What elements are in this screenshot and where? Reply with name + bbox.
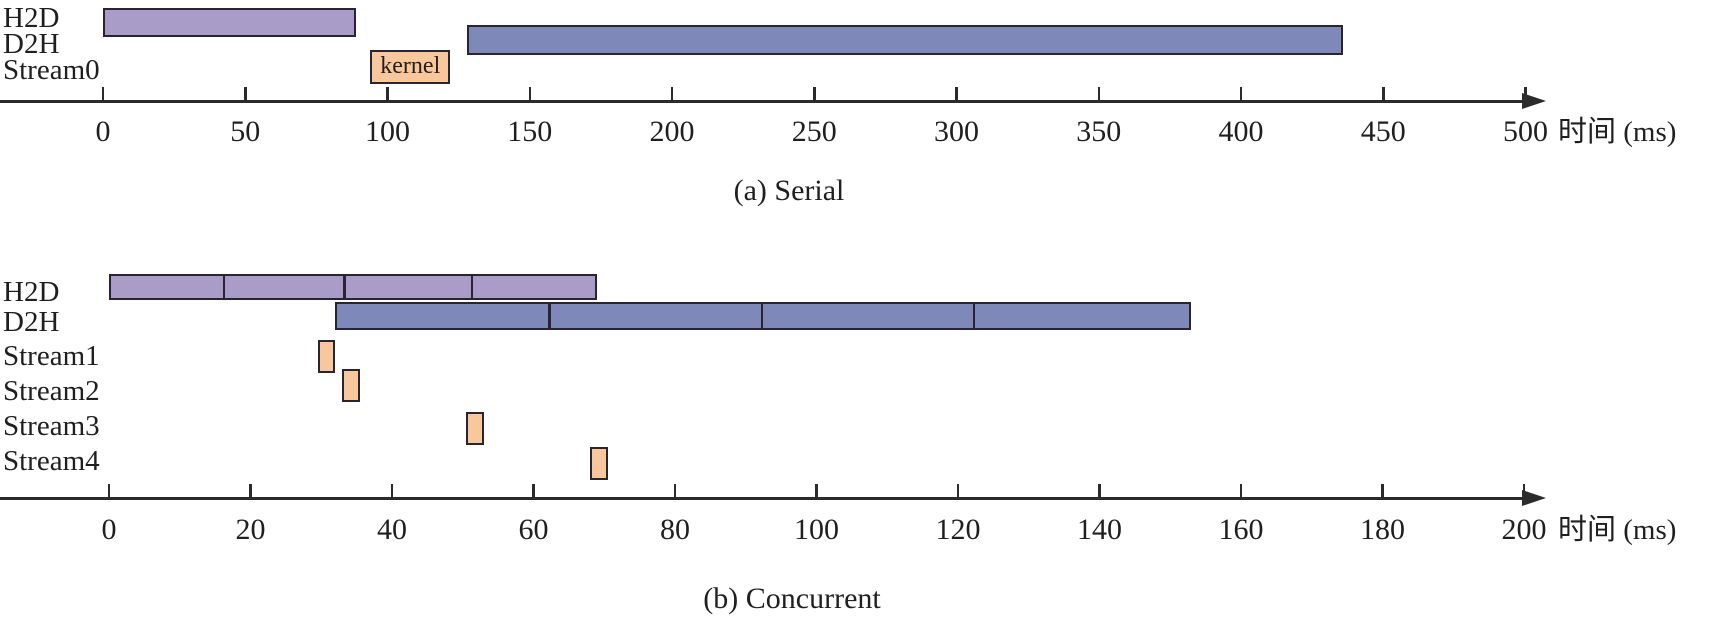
row-label-h2d: H2D [3, 276, 60, 308]
axis-tick [244, 87, 247, 101]
row-label-stream3: Stream3 [3, 410, 100, 442]
axis-tick-label: 20 [235, 513, 266, 546]
bar-segment-divider [222, 276, 226, 298]
axis-tick [1522, 484, 1526, 498]
axis-tick-label: 180 [1360, 513, 1405, 546]
chart-a-x-axis-label: 时间 (ms) [1558, 116, 1677, 148]
axis-tick [670, 87, 674, 101]
axis-tick-label: 40 [377, 513, 407, 546]
gantt-bar-d2h [467, 25, 1344, 55]
row-label-h2d: H2D [3, 2, 60, 34]
axis-tick-label: 200 [649, 115, 695, 148]
row-label-stream2: Stream2 [3, 375, 100, 407]
chart-b-x-axis-label: 时间 (ms) [1558, 514, 1677, 546]
axis-tick-label: 0 [95, 115, 111, 148]
axis-tick [1098, 484, 1101, 498]
axis-tick-label: 400 [1218, 115, 1264, 148]
axis-tick-label: 0 [101, 513, 117, 546]
axis-tick-label: 150 [507, 115, 553, 148]
gantt-bar-kernel [466, 412, 484, 445]
axis-tick [955, 87, 958, 101]
row-label-stream0: Stream0 [3, 54, 100, 86]
gantt-bar-h2d [103, 8, 357, 37]
gantt-bar-h2d [109, 274, 598, 300]
axis-tick [1524, 87, 1527, 101]
bar-segment-divider [343, 276, 346, 298]
axis-tick [528, 87, 531, 101]
chart-a-caption: (a) Serial [733, 174, 845, 207]
axis-tick [1239, 484, 1243, 498]
gantt-bar-kernel [590, 447, 608, 480]
axis-tick [390, 484, 394, 498]
gantt-bar-kernel: kernel [370, 50, 451, 84]
x-axis-line [0, 497, 1526, 500]
gantt-bar-kernel [317, 340, 336, 373]
axis-tick [1239, 87, 1243, 101]
gantt-bar-d2h [335, 302, 1192, 330]
axis-tick [249, 484, 252, 498]
bar-segment-divider [470, 276, 474, 298]
axis-tick-label: 450 [1360, 115, 1406, 148]
axis-tick-label: 60 [518, 513, 549, 546]
axis-tick-label: 120 [935, 513, 981, 546]
axis-tick-label: 250 [791, 115, 837, 148]
axis-tick [532, 484, 535, 498]
axis-tick [1097, 87, 1100, 101]
axis-tick-label: 200 [1501, 513, 1547, 546]
axis-tick-label: 50 [230, 115, 261, 148]
axis-tick [1382, 87, 1385, 101]
kernel-label: kernel [380, 53, 441, 80]
axis-tick-label: 140 [1077, 513, 1122, 546]
axis-tick [956, 484, 960, 498]
axis-tick [101, 87, 105, 101]
x-axis-line [0, 100, 1526, 103]
axis-tick-label: 80 [660, 513, 690, 546]
axis-tick-label: 100 [365, 115, 410, 148]
row-label-stream1: Stream1 [3, 340, 100, 372]
axis-arrowhead-icon [1522, 490, 1546, 506]
axis-tick [1381, 484, 1384, 498]
axis-tick-label: 100 [794, 513, 839, 546]
bar-segment-divider [548, 304, 551, 328]
row-label-stream4: Stream4 [3, 445, 100, 477]
row-label-d2h: D2H [3, 28, 60, 60]
axis-tick-label: 160 [1218, 513, 1264, 546]
bar-segment-divider [760, 304, 764, 328]
axis-tick [386, 87, 389, 101]
axis-tick [815, 484, 818, 498]
axis-tick [107, 484, 111, 498]
chart-b-caption: (b) Concurrent [703, 582, 881, 615]
axis-tick-label: 300 [934, 115, 979, 148]
axis-tick [813, 87, 816, 101]
axis-arrowhead-icon [1522, 93, 1546, 109]
axis-tick-label: 500 [1503, 115, 1548, 148]
gantt-bar-kernel [342, 369, 361, 402]
axis-tick-label: 350 [1076, 115, 1122, 148]
bar-segment-divider [972, 304, 976, 328]
axis-tick [673, 484, 677, 498]
row-label-d2h: D2H [3, 306, 60, 338]
